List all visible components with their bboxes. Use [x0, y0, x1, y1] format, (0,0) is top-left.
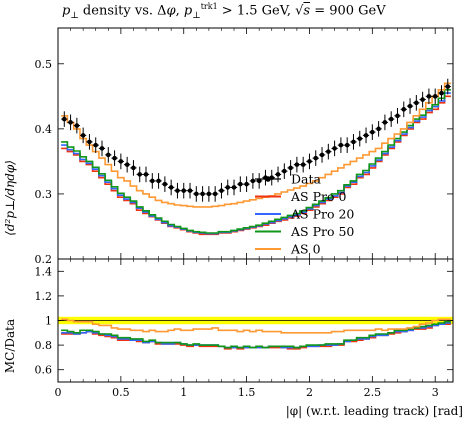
data-point: [420, 97, 425, 102]
data-point: [439, 90, 444, 96]
data-point: [149, 178, 155, 184]
data-point: [363, 133, 369, 138]
data-point: [332, 146, 337, 151]
ratio-line-as-0: [61, 318, 451, 334]
data-point: [61, 116, 67, 122]
x-tick-label: 1: [180, 386, 187, 399]
data-point: [275, 172, 281, 177]
ratio-panel: 0.6 0.8 1 1.2 1.4 0 0.5 1 1.5 2 2.5 3: [35, 258, 454, 399]
chart-title: p⊥ density vs. Δφ, p⊥trk1 > 1.5 GeV, √s …: [62, 2, 386, 21]
data-point: [137, 172, 143, 177]
data-point: [168, 185, 174, 190]
data-point: [99, 146, 105, 151]
data-point: [338, 142, 344, 148]
legend-marker-data-point: [265, 176, 271, 182]
data-point: [187, 188, 193, 193]
data-point: [376, 126, 381, 132]
data-point: [282, 168, 287, 174]
series-line-as-pro-50: [61, 89, 451, 234]
data-point: [300, 162, 306, 167]
data-point: [143, 172, 149, 177]
data-point: [231, 185, 237, 190]
ratio-line-as-pro-50: [61, 320, 451, 349]
data-point: [244, 181, 249, 187]
ratio-y-tick-label: 1.4: [35, 265, 53, 278]
data-point: [238, 181, 243, 187]
main-y-tick-label: 0.3: [35, 188, 53, 201]
data-point: [112, 155, 117, 161]
data-point: [105, 152, 111, 158]
data-point: [307, 159, 312, 164]
x-tick-label: 0.5: [112, 386, 130, 399]
main-y-tick-label: 0.4: [35, 123, 53, 136]
legend-label: AS 0: [290, 242, 321, 257]
ratio-y-tick-label: 0.8: [35, 339, 53, 352]
data-point: [414, 100, 419, 106]
data-point: [288, 165, 293, 171]
data-point: [162, 181, 168, 187]
data-point: [206, 191, 212, 197]
data-point: [250, 178, 256, 184]
data-point: [370, 129, 375, 135]
x-axis-label: |φ| (w.r.t. leading track) [rad]: [286, 404, 463, 418]
main-panel: 0.2 0.3 0.4 0.5: [35, 27, 454, 266]
data-point: [93, 142, 99, 148]
data-point: [344, 142, 350, 148]
data-point: [357, 136, 363, 141]
data-point: [407, 103, 413, 109]
main-y-tick-label: 0.2: [35, 253, 53, 266]
data-point: [256, 178, 262, 184]
x-tick-label: 2: [306, 386, 313, 399]
data-point: [432, 94, 438, 99]
data-point: [326, 149, 331, 154]
data-point: [351, 139, 356, 145]
ratio-y-tick-label: 0.6: [35, 364, 53, 377]
series-line-as-pro-20: [61, 92, 451, 235]
main-y-axis-label: ⟨d²p⊥/dηdφ⟩: [3, 160, 17, 236]
main-y-tick-label: 0.5: [35, 58, 53, 71]
data-point: [175, 188, 180, 193]
ratio-line-as-pro-20: [61, 322, 451, 349]
legend-label: AS Pro 0: [290, 189, 346, 204]
ratio-y-axis-label: MC/Data: [3, 319, 17, 373]
legend-label: AS Pro 20: [290, 207, 354, 222]
data-point: [219, 188, 224, 193]
data-point: [382, 120, 388, 125]
legend: Data AS Pro 0 AS Pro 20 AS Pro 50 AS 0: [255, 172, 354, 257]
data-point: [225, 185, 231, 190]
data-point: [401, 107, 407, 112]
x-tick-label: 1.5: [238, 386, 256, 399]
data-point: [194, 191, 199, 197]
ratio-y-tick-label: 1.2: [35, 290, 53, 303]
data-point: [131, 165, 136, 171]
data-point: [200, 191, 205, 197]
x-tick-label: 3: [432, 386, 439, 399]
data-point: [426, 94, 432, 99]
x-tick-label: 0: [55, 386, 62, 399]
data-point: [181, 188, 187, 193]
data-point: [68, 120, 73, 125]
ratio-line-as-pro-0: [61, 323, 451, 350]
data-point: [212, 191, 218, 197]
data-point: [395, 113, 400, 119]
data-point: [388, 116, 394, 122]
data-point: [156, 178, 161, 184]
data-point: [118, 159, 124, 164]
ratio-y-tick-label: 1: [45, 315, 52, 328]
data-point: [80, 133, 86, 138]
x-tick-label: 2.5: [364, 386, 382, 399]
data-point: [124, 162, 130, 167]
data-point: [87, 139, 92, 145]
data-point: [313, 155, 319, 161]
series-line-as-0: [61, 82, 451, 208]
data-point: [74, 123, 80, 128]
data-point: [294, 162, 300, 167]
legend-label: AS Pro 50: [290, 224, 354, 239]
legend-label: Data: [291, 172, 321, 187]
data-point: [445, 84, 451, 89]
data-point: [319, 152, 325, 158]
